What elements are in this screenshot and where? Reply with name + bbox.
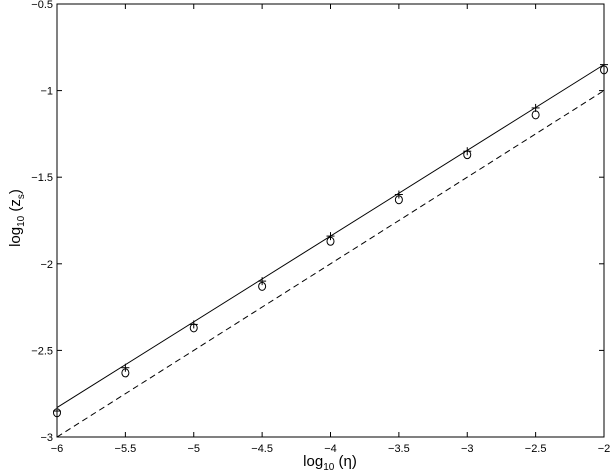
circle-marker	[258, 281, 267, 291]
plot-area	[53, 60, 608, 438]
x-tick-label: −2.5	[525, 443, 547, 455]
x-tick-label: −2	[598, 443, 610, 455]
y-axis-label-end: )	[7, 189, 24, 194]
axes: −6 −5.5 −5 −4.5 −4 −3.5 −3 −2.5 −2 −3 −2.5 −2 −1.5 −1…	[31, 0, 610, 455]
x-axis-label: log10 (η)	[303, 453, 357, 473]
y-axis-label-sub: 10	[16, 215, 27, 227]
x-axis-label-rest: (η)	[334, 453, 357, 470]
x-tick-label: −3	[461, 443, 474, 455]
circle-marker	[326, 236, 335, 246]
plus-marker	[189, 320, 198, 329]
circle-marker	[189, 323, 198, 333]
y-tick-label: −3	[40, 432, 53, 444]
plus-marker	[121, 363, 130, 372]
y-tick-label: −1	[40, 86, 53, 98]
y-axis-label-base: log	[7, 227, 24, 247]
dashed-reference-line	[56, 90, 605, 438]
y-tick-label: −0.5	[31, 0, 53, 11]
circle-marker	[394, 195, 403, 205]
plus-marker	[394, 190, 403, 199]
circle-marker	[531, 110, 540, 120]
y-axis-label-rest: (z	[7, 199, 24, 216]
y-tick-label: −2	[40, 259, 53, 271]
axes-frame	[56, 3, 605, 438]
x-axis-label-base: log	[303, 453, 323, 470]
plus-marker	[258, 277, 267, 286]
x-tick-label: −3.5	[388, 443, 410, 455]
x-tick-label: −6	[51, 443, 64, 455]
x-tick-label: −4	[324, 443, 337, 455]
x-tick-label: −5.5	[115, 443, 137, 455]
circle-marker	[463, 150, 472, 160]
circle-marker	[121, 368, 130, 378]
x-tick-label: −4.5	[251, 443, 273, 455]
plus-marker	[463, 147, 472, 156]
x-axis-label-sub: 10	[323, 462, 335, 473]
plus-marker	[326, 232, 335, 241]
y-tick-label: −2.5	[31, 345, 53, 357]
y-tick-label: −1.5	[31, 172, 53, 184]
y-axis-label: log10 (zs)	[7, 189, 27, 247]
y-axis-label-sub2: s	[16, 194, 27, 199]
x-tick-label: −5	[187, 443, 200, 455]
